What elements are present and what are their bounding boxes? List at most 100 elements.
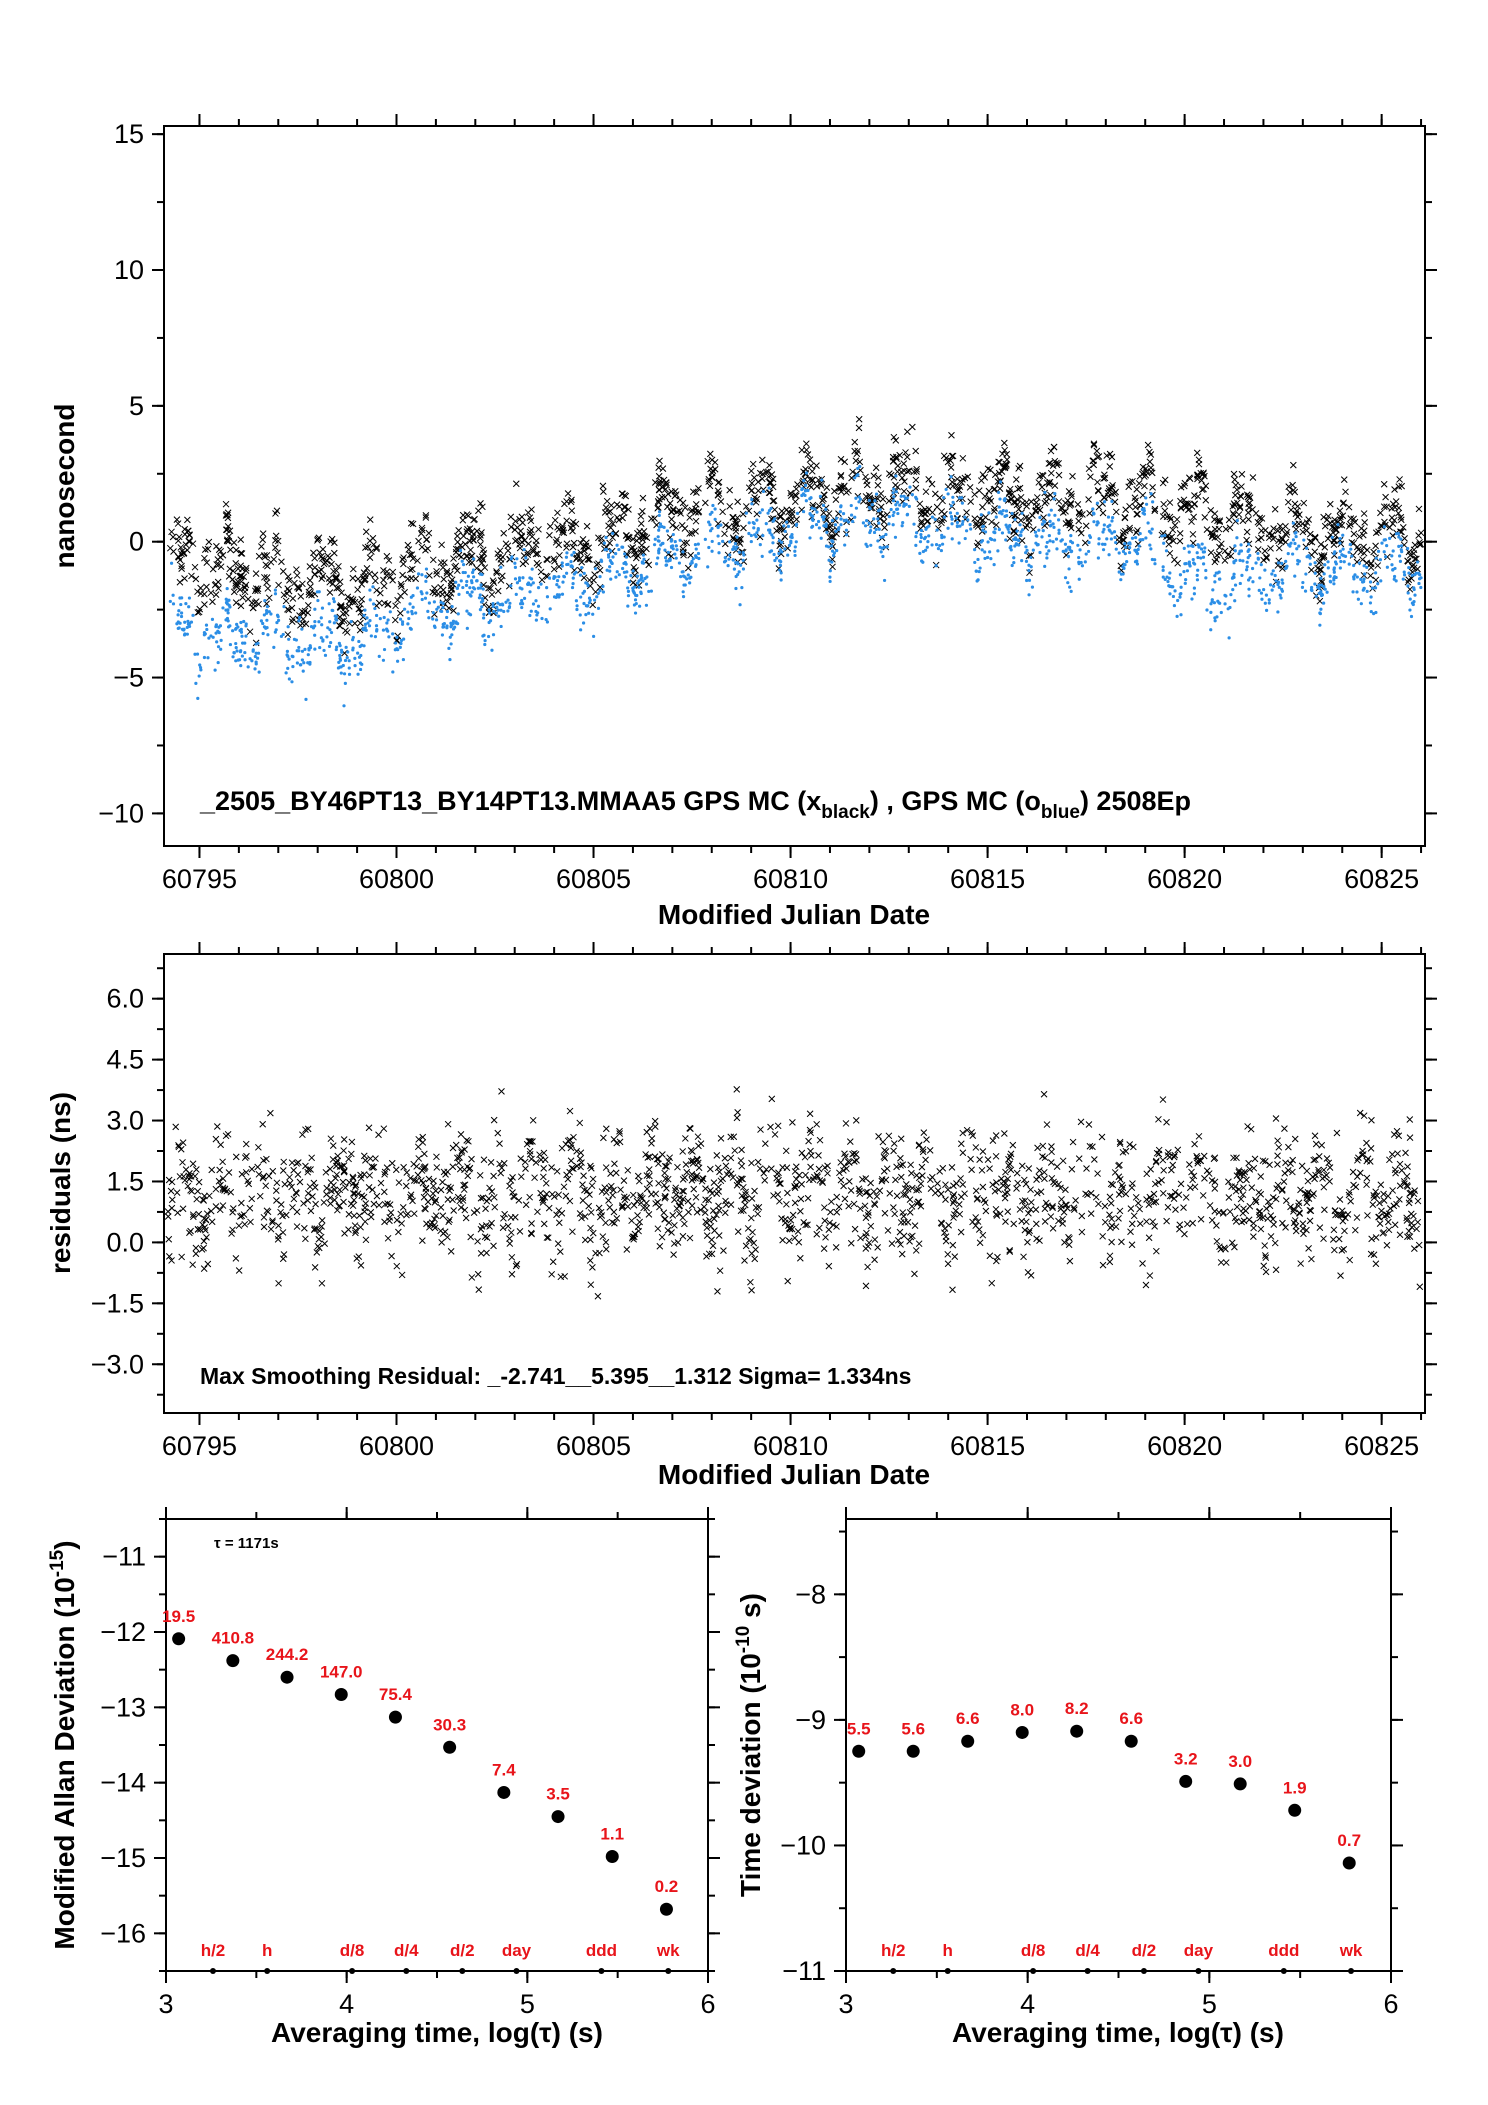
residual-x-point [587, 1236, 594, 1244]
black-x-point [829, 563, 836, 571]
black-x-point [1201, 514, 1209, 521]
residual-x-point [468, 1274, 476, 1281]
residual-x-point [450, 1207, 458, 1214]
black-x-point [639, 494, 647, 502]
black-x-point [918, 518, 925, 525]
residual-x-point [648, 1190, 655, 1198]
black-x-point [1324, 535, 1332, 543]
residual-x-point [587, 1209, 595, 1216]
black-x-point [1189, 530, 1197, 538]
residual-x-point [269, 1219, 276, 1226]
black-x-point [981, 492, 989, 500]
residual-x-point [651, 1123, 659, 1130]
black-x-point [455, 527, 463, 534]
blue-dot-point [515, 581, 520, 585]
black-x-point [380, 576, 387, 584]
residual-x-point [824, 1169, 831, 1177]
blue-dot-point [1043, 564, 1047, 569]
black-x-point [684, 564, 692, 572]
residual-x-point [573, 1147, 581, 1155]
residual-x-point [1363, 1174, 1371, 1182]
residual-x-point [687, 1125, 694, 1133]
blue-dot-point [657, 510, 662, 514]
residual-x-point [1004, 1208, 1012, 1215]
blue-dot-point [1233, 599, 1237, 603]
blue-dot-point [1374, 610, 1378, 615]
residual-x-point [1145, 1234, 1153, 1242]
blue-dot-point [1414, 571, 1418, 575]
residual-x-point [1372, 1260, 1380, 1268]
residual-x-point [1386, 1205, 1394, 1212]
residual-x-point [203, 1234, 210, 1241]
residual-x-point [709, 1242, 717, 1250]
black-x-point [688, 529, 696, 537]
blue-dot-point [491, 604, 495, 608]
residual-x-point [334, 1190, 342, 1198]
black-x-point [1230, 470, 1238, 478]
blue-dot-point [1199, 556, 1203, 560]
blue-dot-point [1061, 549, 1065, 553]
blue-dot-point [1008, 523, 1012, 528]
blue-dot-point [1408, 608, 1412, 612]
residual-x-point [362, 1200, 370, 1207]
residual-x-point [702, 1185, 709, 1192]
black-x-point [1075, 508, 1083, 516]
blue-dot-point [1201, 555, 1206, 559]
blue-dot-point [1270, 588, 1274, 592]
residual-x-point [1230, 1154, 1237, 1162]
black-x-point [1308, 538, 1316, 546]
black-x-point [1126, 478, 1134, 486]
blue-dot-point [1234, 558, 1238, 562]
residual-x-point [1106, 1211, 1113, 1219]
residual-x-point [628, 1217, 635, 1225]
blue-dot-point [1077, 577, 1081, 581]
blue-dot-point [279, 634, 284, 638]
residual-x-point [1303, 1167, 1311, 1175]
black-x-point [319, 545, 327, 553]
blue-dot-point [1018, 533, 1022, 538]
blue-dot-point [495, 605, 499, 609]
black-x-point [660, 476, 668, 484]
blue-dot-point [1048, 519, 1052, 523]
residual-x-point [1039, 1142, 1047, 1150]
blue-dot-point [955, 520, 960, 525]
black-x-point [624, 535, 632, 542]
black-x-point [1067, 490, 1075, 498]
black-x-point [1171, 556, 1178, 564]
black-x-point [620, 509, 628, 516]
blue-dot-point [416, 572, 421, 576]
blue-dot-point [342, 704, 346, 708]
residual-x-point [1303, 1194, 1311, 1202]
residual-x-point [785, 1237, 793, 1245]
blue-dot-point [1054, 537, 1059, 541]
residual-x-point [710, 1215, 718, 1223]
blue-dot-point [750, 497, 754, 502]
residual-x-point [431, 1215, 438, 1223]
residual-x-point [993, 1179, 1000, 1186]
residual-x-point [1090, 1156, 1098, 1163]
blue-dot-point [649, 589, 654, 593]
blue-dot-point [1078, 548, 1082, 552]
residual-x-point [950, 1197, 958, 1205]
residual-x-point [326, 1165, 334, 1173]
blue-dot-point [1204, 576, 1208, 580]
blue-dot-point [958, 524, 962, 528]
blue-dot-point [396, 659, 400, 663]
blue-dot-point [1245, 560, 1249, 564]
blue-dot-point [407, 616, 411, 621]
blue-dot-point [329, 630, 334, 635]
black-x-point [1330, 541, 1338, 548]
blue-dot-point [362, 613, 366, 618]
black-x-point [372, 577, 379, 585]
black-x-point [512, 480, 520, 488]
black-x-point [1014, 485, 1022, 493]
black-x-point [389, 568, 397, 576]
blue-dot-point [343, 658, 348, 663]
residual-x-point [978, 1166, 986, 1174]
blue-dot-point [276, 615, 280, 619]
blue-dot-point [914, 534, 918, 539]
residual-x-point [1027, 1186, 1034, 1194]
blue-dot-point [1273, 573, 1277, 578]
blue-dot-point [1231, 588, 1235, 592]
blue-dot-point [398, 617, 403, 621]
